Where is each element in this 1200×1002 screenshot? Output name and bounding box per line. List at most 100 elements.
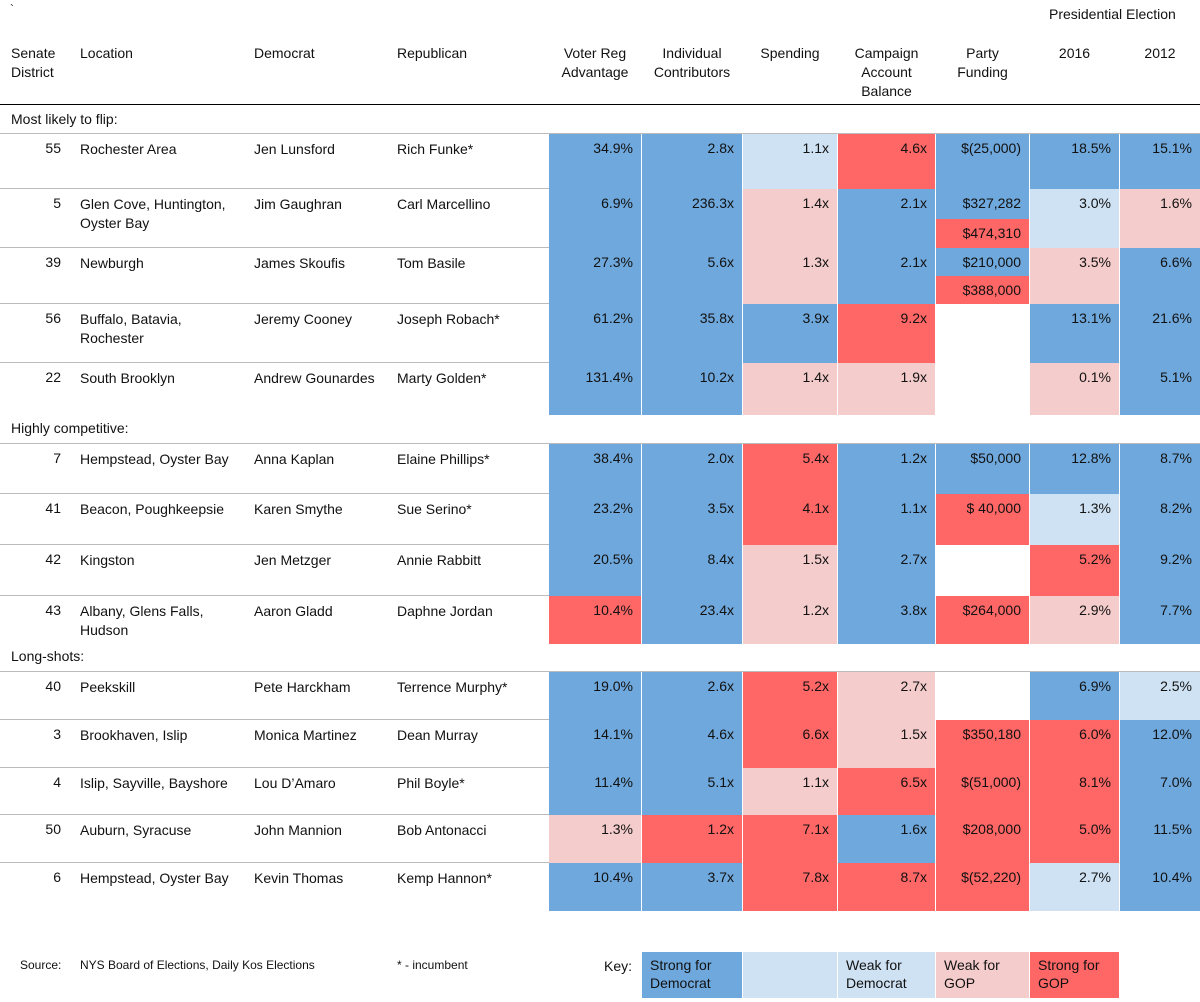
cell-balance: 2.1x bbox=[838, 189, 935, 248]
cell-contrib-value: 8.4x bbox=[707, 551, 734, 567]
row-rule bbox=[0, 303, 549, 304]
location: Newburgh bbox=[80, 255, 144, 271]
cell-y2012: 9.2% bbox=[1120, 545, 1200, 596]
cell-y2012: 2.5% bbox=[1120, 672, 1200, 720]
democrat-candidate: Pete Harckham bbox=[254, 679, 351, 695]
cell-balance-value: 4.6x bbox=[900, 140, 927, 156]
cell-balance: 6.5x bbox=[838, 768, 935, 815]
cell-contrib-value: 4.6x bbox=[707, 726, 734, 742]
section-label: Long-shots: bbox=[11, 648, 85, 664]
cell-spending: 3.9x bbox=[743, 304, 837, 363]
cell-spending-value: 1.4x bbox=[802, 369, 829, 385]
cell-contrib-value: 236.3x bbox=[691, 195, 734, 211]
republican-candidate: Marty Golden* bbox=[397, 370, 487, 386]
cell-spending-value: 3.9x bbox=[802, 310, 829, 326]
cell-voter-value: 14.1% bbox=[593, 726, 633, 742]
republican-candidate: Phil Boyle* bbox=[397, 775, 465, 791]
cell-contrib: 236.3x bbox=[642, 189, 742, 248]
cell-spending: 6.6x bbox=[743, 720, 837, 768]
cell-party: $264,000 bbox=[936, 596, 1029, 644]
cell-contrib: 35.8x bbox=[642, 304, 742, 363]
district-number: 7 bbox=[53, 450, 61, 466]
district-number: 56 bbox=[45, 310, 61, 326]
cell-party: $50,000 bbox=[936, 444, 1029, 494]
cell-balance: 2.7x bbox=[838, 672, 935, 720]
cell-balance-value: 3.8x bbox=[900, 602, 927, 618]
cell-party: $ 40,000 bbox=[936, 494, 1029, 545]
cell-contrib: 2.8x bbox=[642, 134, 742, 189]
cell-voter-value: 38.4% bbox=[593, 450, 633, 466]
republican-candidate: Terrence Murphy* bbox=[397, 679, 508, 695]
cell-party: $208,000 bbox=[936, 815, 1029, 863]
democrat-candidate: Jen Metzger bbox=[254, 552, 332, 568]
section-rule bbox=[0, 133, 1200, 134]
cell-party: $(52,220) bbox=[936, 863, 1029, 911]
district-number: 42 bbox=[45, 551, 61, 567]
cell-voter: 38.4% bbox=[549, 444, 641, 494]
cell-y2016-value: 6.0% bbox=[1079, 726, 1111, 742]
cell-balance: 1.5x bbox=[838, 720, 935, 768]
source-text: NYS Board of Elections, Daily Kos Electi… bbox=[80, 958, 315, 972]
cell-voter-value: 61.2% bbox=[593, 310, 633, 326]
cell-spending: 4.1x bbox=[743, 494, 837, 545]
cell-voter: 1.3% bbox=[549, 815, 641, 863]
location: Buffalo, Batavia, Rochester bbox=[80, 311, 182, 346]
democrat-candidate: Kevin Thomas bbox=[254, 870, 344, 886]
cell-party: $210,000 bbox=[936, 248, 1029, 276]
cell-y2016-value: 3.5% bbox=[1079, 254, 1111, 270]
cell-spending: 1.4x bbox=[743, 363, 837, 415]
cell-voter-value: 10.4% bbox=[593, 602, 633, 618]
cell-contrib: 5.6x bbox=[642, 248, 742, 304]
cell-contrib-value: 5.1x bbox=[707, 774, 734, 790]
cell-contrib-value: 2.6x bbox=[707, 678, 734, 694]
key-label: Key: bbox=[604, 958, 633, 974]
section-label: Highly competitive: bbox=[11, 420, 129, 436]
cell-balance: 1.2x bbox=[838, 444, 935, 494]
district-number: 5 bbox=[53, 195, 61, 211]
cell-party-value: $(51,000) bbox=[961, 774, 1021, 790]
cell-y2016: 3.5% bbox=[1030, 248, 1119, 304]
key-swatch: Strong for GOP bbox=[1030, 952, 1119, 998]
republican-candidate: Tom Basile bbox=[397, 255, 466, 271]
cell-y2016: 2.7% bbox=[1030, 863, 1119, 911]
key-swatch: Strong for Democrat bbox=[642, 952, 742, 998]
democrat-candidate: Andrew Gounardes bbox=[254, 370, 375, 386]
cell-contrib-value: 3.5x bbox=[707, 500, 734, 516]
cell-spending-value: 5.2x bbox=[802, 678, 829, 694]
cell-contrib: 3.7x bbox=[642, 863, 742, 911]
cell-spending-value: 7.1x bbox=[802, 821, 829, 837]
cell-voter: 11.4% bbox=[549, 768, 641, 815]
cell-balance-value: 1.5x bbox=[900, 726, 927, 742]
cell-contrib-value: 2.0x bbox=[707, 450, 734, 466]
cell-y2012: 10.4% bbox=[1120, 863, 1200, 911]
cell-balance: 2.1x bbox=[838, 248, 935, 304]
cell-balance: 1.1x bbox=[838, 494, 935, 545]
cell-balance-value: 2.7x bbox=[900, 551, 927, 567]
location: Brookhaven, Islip bbox=[80, 727, 188, 743]
key-swatch: Weak for Democrat bbox=[838, 952, 935, 998]
cell-y2012: 15.1% bbox=[1120, 134, 1200, 189]
cell-party-value: $208,000 bbox=[962, 821, 1021, 837]
cell-spending: 7.8x bbox=[743, 863, 837, 911]
cell-y2012: 12.0% bbox=[1120, 720, 1200, 768]
republican-candidate: Kemp Hannon* bbox=[397, 870, 492, 886]
cell-contrib: 23.4x bbox=[642, 596, 742, 644]
republican-candidate: Rich Funke* bbox=[397, 141, 474, 157]
cell-voter-value: 27.3% bbox=[593, 254, 633, 270]
cell-voter: 10.4% bbox=[549, 596, 641, 644]
cell-y2016: 1.3% bbox=[1030, 494, 1119, 545]
location: Peekskill bbox=[80, 679, 136, 695]
cell-spending-value: 5.4x bbox=[802, 450, 829, 466]
header-campaign-account-balance: Campaign Account Balance bbox=[854, 45, 919, 99]
section-label: Most likely to flip: bbox=[11, 111, 118, 127]
top-mark: ` bbox=[10, 2, 14, 16]
cell-y2016: 8.1% bbox=[1030, 768, 1119, 815]
cell-contrib: 3.5x bbox=[642, 494, 742, 545]
cell-party-value: $350,180 bbox=[962, 726, 1021, 742]
cell-voter-value: 11.4% bbox=[594, 774, 633, 790]
democrat-candidate: Jen Lunsford bbox=[254, 141, 335, 157]
republican-candidate: Carl Marcellino bbox=[397, 196, 491, 212]
header-republican: Republican bbox=[397, 45, 468, 61]
democrat-candidate: Aaron Gladd bbox=[254, 603, 333, 619]
cell-voter-value: 34.9% bbox=[593, 140, 633, 156]
